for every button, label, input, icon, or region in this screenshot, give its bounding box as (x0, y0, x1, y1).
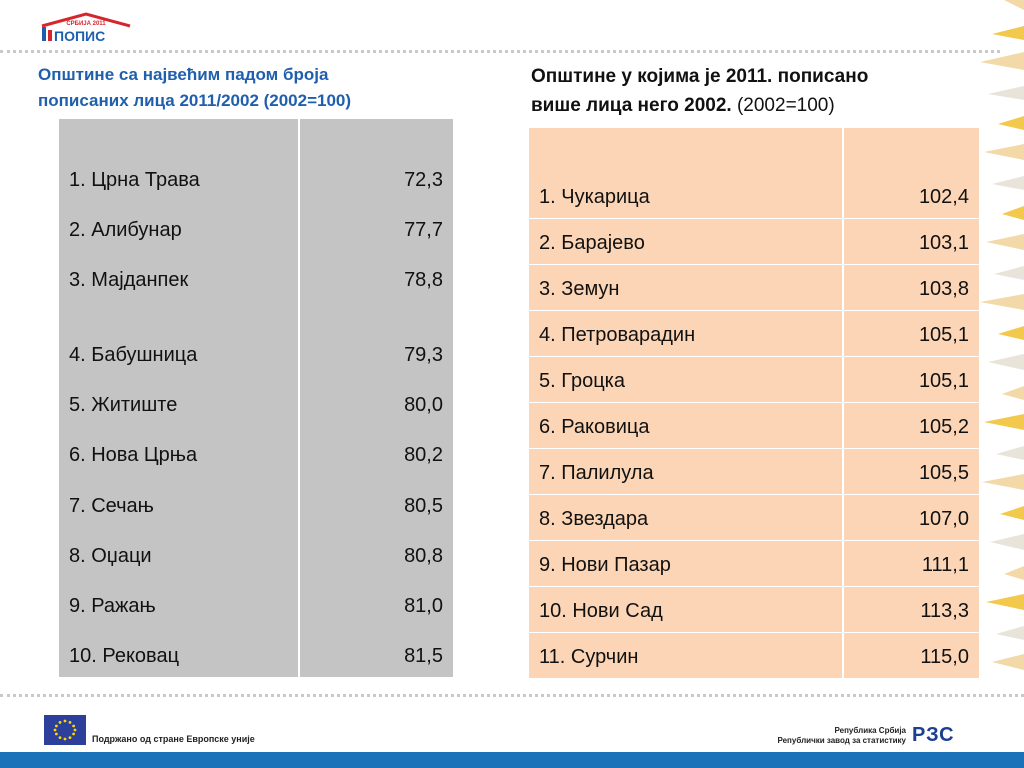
table-row: 10. Рековац 81,5 (59, 627, 453, 677)
index-value: 113,3 (843, 585, 979, 632)
municipality-name: 7. Палилула (529, 447, 844, 494)
table-row: 4. Петроварадин 105,1 (529, 309, 979, 356)
table-row: 2. Алибунар 77,7 (59, 201, 453, 251)
table-row: 8. Оџаци 80,8 (59, 527, 453, 577)
eu-support-text: Подржано од стране Европске уније (92, 734, 255, 744)
table-row: 6. Нова Црња 80,2 (59, 426, 453, 476)
table-row: 5. Гроцка 105,1 (529, 355, 979, 402)
right-title-line2-bold: више лица него 2002. (531, 95, 732, 116)
index-value: 111,1 (843, 539, 979, 586)
municipality-name: 8. Звездара (529, 493, 844, 540)
table-row: 10. Нови Сад 113,3 (529, 585, 979, 632)
municipality-name: 1. Црна Трава (59, 119, 300, 201)
growing-municipalities-table: 1. Чукарица 102,4 2. Барајево 103,1 3. З… (529, 128, 979, 678)
table-row: 5. Житиште 80,0 (59, 376, 453, 426)
eu-flag (44, 715, 86, 745)
index-value: 115,0 (843, 631, 979, 678)
index-value: 105,1 (843, 309, 979, 356)
table-row: 1. Црна Трава 72,3 (59, 119, 453, 201)
pencils-decoration (980, 0, 1024, 670)
index-value: 107,0 (843, 493, 979, 540)
index-value: 72,3 (404, 169, 443, 191)
municipality-name: 6. Раковица (529, 401, 844, 448)
left-title-line1: Општине са највећим падом броја (38, 65, 329, 84)
rzs-line2: Републички завод за статистику (777, 736, 906, 745)
index-value: 77,7 (404, 219, 443, 241)
table-row: 2. Барајево 103,1 (529, 217, 979, 264)
logo-top-text: СРБИЈА 2011 (66, 21, 106, 27)
municipality-name: 7. Сечањ (59, 476, 300, 527)
municipality-name: 9. Нови Пазар (529, 539, 844, 586)
table-row: 6. Раковица 105,2 (529, 401, 979, 448)
table-row: 8. Звездара 107,0 (529, 493, 979, 540)
table-row: 1. Чукарица 102,4 (529, 128, 979, 218)
right-table-title: Општине у којима је 2011. пописано више … (531, 62, 971, 120)
index-value: 103,1 (843, 217, 979, 264)
declining-municipalities-table: 1. Црна Трава 72,3 2. Алибунар 77,7 3. М… (59, 119, 453, 677)
index-value: 80,8 (404, 545, 443, 567)
index-value: 81,5 (404, 645, 443, 667)
popis-logo: СРБИЈА 2011 ПОПИС (41, 12, 131, 44)
municipality-name: 3. Мајданпек (59, 251, 300, 301)
municipality-name: 9. Ражањ (59, 577, 300, 627)
logo-main-text: ПОПИС (54, 28, 105, 44)
table-row: 3. Мајданпек 78,8 (59, 251, 453, 301)
index-value: 81,0 (404, 595, 443, 617)
municipality-name: 10. Рековац (59, 627, 300, 677)
left-title-line2: пописаних лица 2011/2002 (2002=100) (38, 91, 352, 110)
municipality-name: 2. Барајево (529, 217, 844, 264)
rzs-line1: Република Србија (834, 726, 906, 735)
municipality-name: 4. Бабушница (59, 301, 300, 376)
index-value: 102,4 (918, 185, 969, 208)
table-row: 3. Земун 103,8 (529, 263, 979, 310)
left-table-title: Општине са највећим падом броја пописани… (38, 62, 468, 114)
table-row: 4. Бабушница 79,3 (59, 301, 453, 376)
index-value: 105,1 (843, 355, 979, 402)
bottom-dotted-divider (0, 694, 1024, 697)
index-value: 105,2 (843, 401, 979, 448)
index-value: 103,8 (843, 263, 979, 310)
municipality-name: 3. Земун (529, 263, 844, 310)
rzs-name: Република Србија Републички завод за ста… (760, 726, 906, 746)
table-row: 7. Сечањ 80,5 (59, 476, 453, 527)
bottom-blue-bar (0, 752, 1024, 768)
index-value: 80,0 (404, 394, 443, 416)
index-value: 80,2 (404, 444, 443, 466)
municipality-name: 1. Чукарица (529, 128, 844, 218)
index-value: 80,5 (404, 495, 443, 517)
top-dotted-divider (0, 50, 1000, 53)
right-title-line1: Општине у којима је 2011. пописано (531, 66, 869, 87)
index-value: 105,5 (843, 447, 979, 494)
table-row: 11. Сурчин 115,0 (529, 631, 979, 678)
table-row: 9. Ражањ 81,0 (59, 577, 453, 627)
municipality-name: 4. Петроварадин (529, 309, 844, 356)
municipality-name: 10. Нови Сад (529, 585, 844, 632)
municipality-name: 11. Сурчин (529, 631, 844, 678)
municipality-name: 2. Алибунар (59, 201, 300, 251)
municipality-name: 5. Житиште (59, 376, 300, 426)
municipality-name: 6. Нова Црња (59, 426, 300, 476)
rzs-logo: РЗС (912, 724, 955, 746)
right-title-line2-normal: (2002=100) (736, 95, 835, 116)
right-title-line2: више лица него 2002. (2002=100) (531, 91, 971, 120)
index-value: 78,8 (404, 269, 443, 291)
municipality-name: 8. Оџаци (59, 527, 300, 577)
eu-stars-icon (53, 719, 77, 741)
municipality-name: 5. Гроцка (529, 355, 844, 402)
table-row: 9. Нови Пазар 111,1 (529, 539, 979, 586)
index-value: 79,3 (404, 344, 443, 366)
table-row: 7. Палилула 105,5 (529, 447, 979, 494)
